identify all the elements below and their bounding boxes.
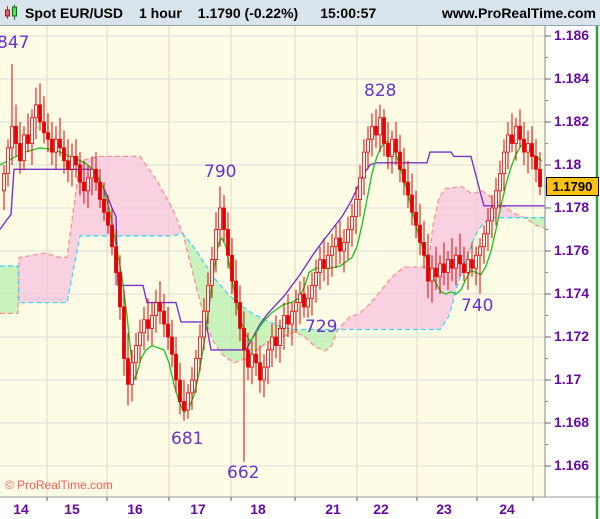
y-axis-label: 1.174 xyxy=(554,285,590,301)
y-axis-label: 1.178 xyxy=(554,199,590,215)
chart-title-bar: Spot EUR/USD 1 hour 1.1790 (-0.22%) 15:0… xyxy=(0,0,600,26)
x-axis-label: 14 xyxy=(13,501,29,517)
x-axis-label: 21 xyxy=(325,501,341,517)
x-axis-label: 15 xyxy=(64,501,80,517)
y-axis-label: 1.168 xyxy=(554,414,590,430)
watermark: © ProRealTime.com xyxy=(5,478,113,492)
y-axis-label: 1.17 xyxy=(554,371,582,387)
x-axis-label: 17 xyxy=(190,501,206,517)
price-annotation: 740 xyxy=(461,296,494,316)
y-axis-label: 1.166 xyxy=(554,457,590,473)
price-annotation: 681 xyxy=(171,429,204,449)
price-annotation: 729 xyxy=(305,317,338,337)
price-annotation: 662 xyxy=(227,463,260,483)
clock-time: 15:00:57 xyxy=(320,4,377,21)
candles-layer xyxy=(2,63,542,462)
vertical-gridlines xyxy=(46,26,534,497)
timeframe-label: 1 hour xyxy=(139,4,182,21)
x-axis-label: 18 xyxy=(250,501,266,517)
price-annotation: 790 xyxy=(204,162,237,182)
x-axis-label: 23 xyxy=(436,501,452,517)
x-axis-label: 24 xyxy=(499,501,515,517)
candlestick-icon xyxy=(4,4,19,21)
y-axis-label: 1.186 xyxy=(554,27,590,43)
cloud-bullish-segment xyxy=(0,257,19,314)
senkou-span-a-line xyxy=(0,217,545,331)
y-axis-label: 1.182 xyxy=(554,113,590,129)
price-annotation: 828 xyxy=(364,81,397,101)
y-axis-label: 1.176 xyxy=(554,242,590,258)
cloud-bearish-segment xyxy=(19,156,183,303)
y-axis-label: 1.184 xyxy=(554,70,590,86)
y-axis-label: 1.18 xyxy=(554,156,582,172)
x-axis-label: 16 xyxy=(127,501,143,517)
y-axis-label: 1.172 xyxy=(554,328,590,344)
axis-ticks xyxy=(46,35,551,501)
price-annotation: 847 xyxy=(0,33,30,53)
cloud-bullish-segment xyxy=(183,233,339,363)
prorealtime-site-link[interactable]: www.ProRealTime.com xyxy=(441,4,596,21)
last-price-and-change: 1.1790 (-0.22%) xyxy=(197,4,299,21)
last-price-tag: 1.1790 xyxy=(546,177,599,196)
x-axis-label: 22 xyxy=(373,501,389,517)
instrument-name: Spot EUR/USD xyxy=(25,4,123,21)
